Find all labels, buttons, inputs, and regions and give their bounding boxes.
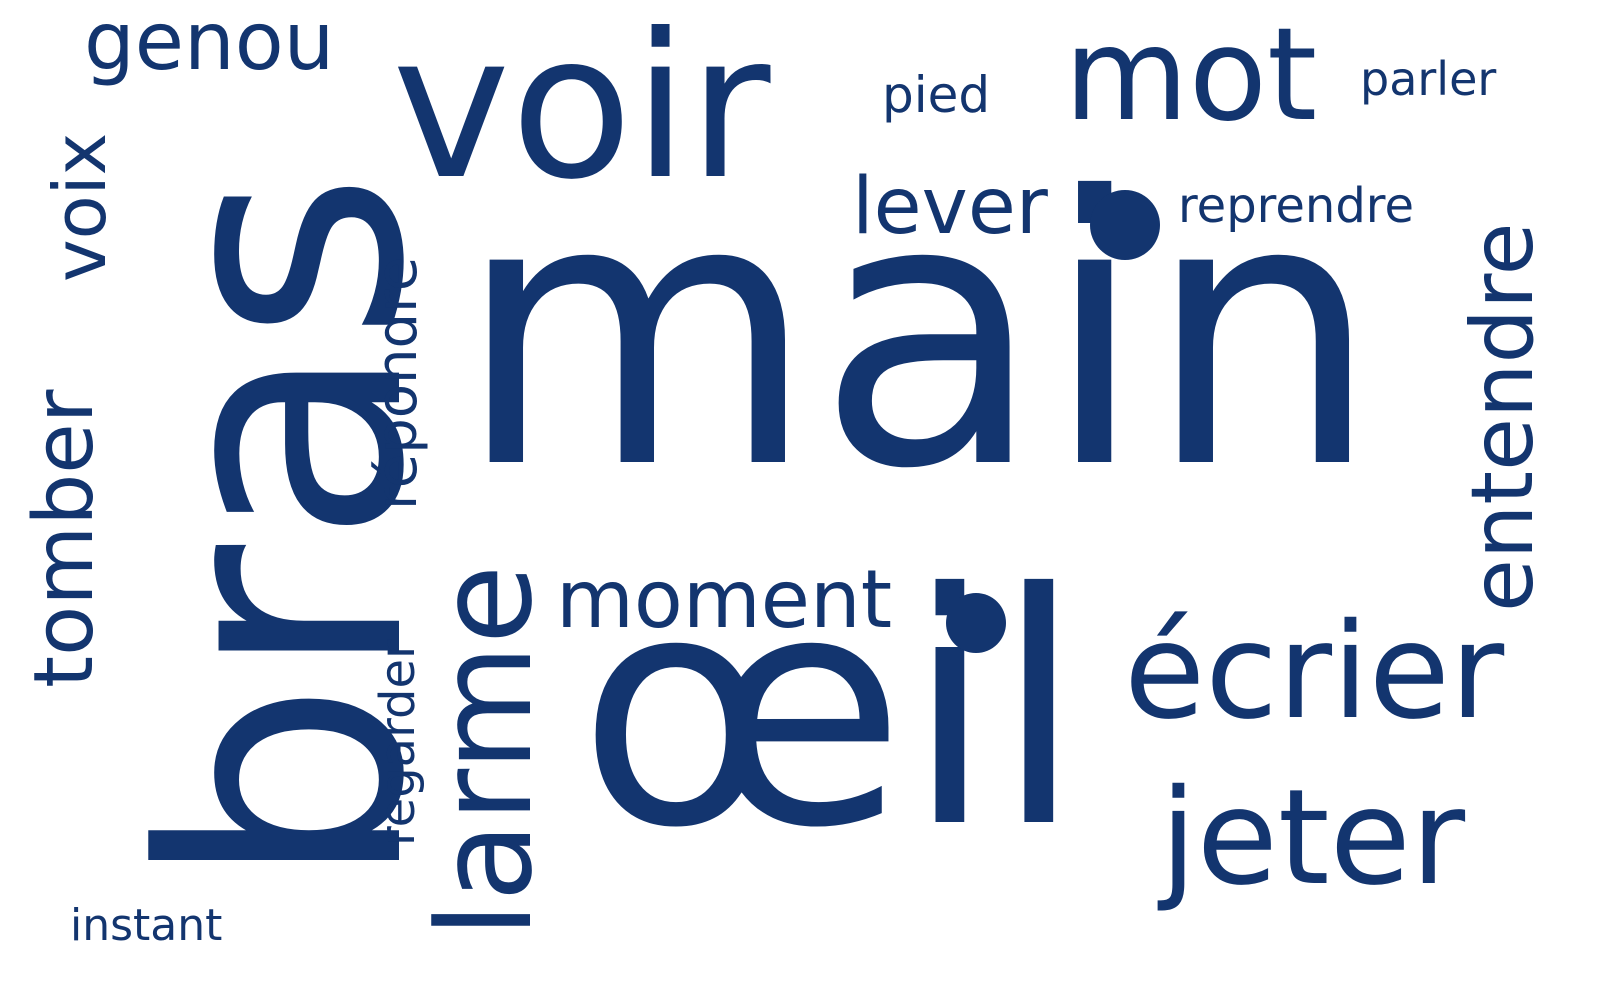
dot-mark [946,593,1006,653]
word-reprendre: reprendre [1178,178,1414,234]
word-main: main [456,120,1381,550]
word-moment: moment [556,553,893,646]
word-genou: genou [84,0,335,88]
word-larme: larme [409,564,561,938]
word-jeter: jeter [1160,761,1466,915]
word-lever: lever [852,162,1048,252]
dot-mark [1090,190,1160,260]
word-mot: mot [1064,1,1318,150]
word-ecrier: écrier [1124,595,1505,749]
word-parler: parler [1360,52,1497,106]
word-voir: voir [392,0,771,224]
word-pied: pied [882,66,991,124]
word-voix: voix [38,132,122,282]
word-repondre: répondre [365,256,430,510]
word-entendre: entendre [1453,222,1553,612]
word-instant: instant [70,900,223,951]
word-tomber: tomber [17,389,112,688]
